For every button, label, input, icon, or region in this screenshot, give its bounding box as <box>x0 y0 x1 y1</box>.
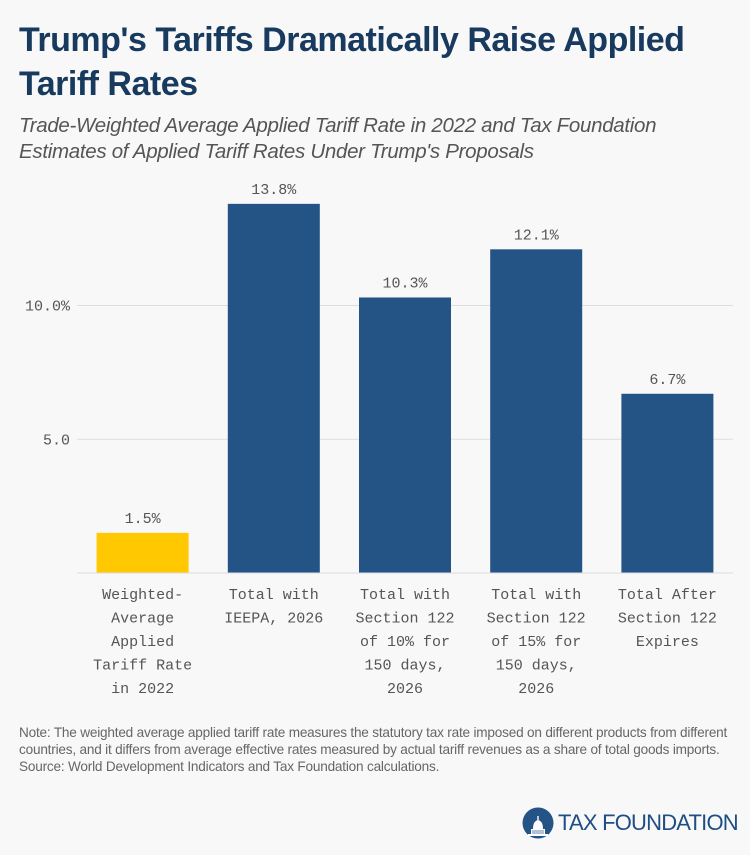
x-tick-label: 2026 <box>387 681 423 698</box>
x-tick-label: Section 122 <box>355 611 454 628</box>
x-tick-label: Expires <box>636 634 699 651</box>
chart-title: Trump's Tariffs Dramatically Raise Appli… <box>19 21 685 103</box>
x-tick-label: IEEPA, 2026 <box>224 611 323 628</box>
y-tick-label: 10.0% <box>25 299 71 316</box>
bar-chart: 5.0 10.0% 1.5% Weighted- Average Applied Tarif… <box>25 182 733 698</box>
x-tick-label: Section 122 <box>487 611 586 628</box>
bar-value-label: 6.7% <box>649 372 686 389</box>
x-tick-label: Total with <box>229 587 319 604</box>
x-tick-label: Average <box>111 611 174 628</box>
x-tick-label: of 15% for <box>491 634 581 651</box>
bar-value-label: 12.1% <box>514 227 560 244</box>
note-text: Note: The weighted average applied tarif… <box>19 725 728 757</box>
x-tick-label: Applied <box>111 634 174 651</box>
bar-value-label: 10.3% <box>382 275 428 292</box>
bar-value-label: 13.8% <box>251 182 297 199</box>
x-tick-label: of 10% for <box>360 634 450 651</box>
bar <box>490 249 583 573</box>
x-tick-label: Total After <box>618 587 717 604</box>
capitol-dome-icon <box>522 807 554 839</box>
x-tick-label: in 2022 <box>111 681 174 698</box>
x-tick-label: Total with <box>491 587 581 604</box>
x-tick-label: Tariff Rate <box>93 658 192 675</box>
bar <box>96 532 189 573</box>
bar <box>227 203 320 573</box>
x-tick-label: Weighted- <box>102 587 183 604</box>
chart-footer: Note: The weighted average applied tarif… <box>19 724 739 775</box>
bar <box>621 393 714 573</box>
chart-subtitle: Trade-Weighted Average Applied Tariff Ra… <box>19 114 657 163</box>
x-tick-label: Section 122 <box>618 611 717 628</box>
x-tick-label: 2026 <box>518 681 554 698</box>
y-tick-label: 5.0 <box>43 432 70 449</box>
tax-foundation-logo: TAX FOUNDATION <box>522 806 739 840</box>
x-tick-label: 150 days, <box>364 658 445 675</box>
bar-value-label: 1.5% <box>125 511 162 528</box>
bar <box>359 297 451 573</box>
logo-text: TAX FOUNDATION <box>558 810 739 835</box>
x-tick-label: 150 days, <box>496 658 577 675</box>
x-tick-label: Total with <box>360 587 450 604</box>
source-text: Source: World Development Indicators and… <box>19 759 440 774</box>
